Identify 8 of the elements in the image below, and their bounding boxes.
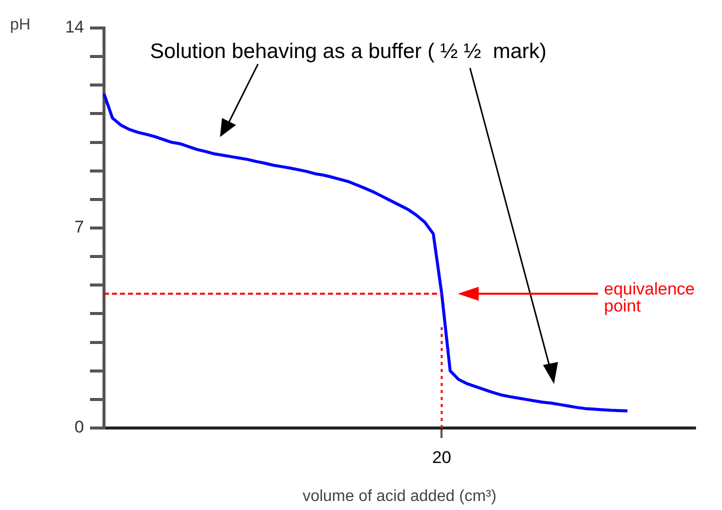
annotation: equivalence point <box>604 279 695 316</box>
y-tick-label: 0 <box>74 418 84 437</box>
y-tick-label: 7 <box>74 218 84 237</box>
x-tick-label: 20 <box>432 448 452 467</box>
annotation: Solution behaving as a buffer ( ½ ½ mark) <box>150 40 546 63</box>
x-axis-title: volume of acid added (cm³) <box>302 488 496 505</box>
y-axis-title: pH <box>10 16 30 34</box>
y-tick-label: 14 <box>65 18 84 37</box>
